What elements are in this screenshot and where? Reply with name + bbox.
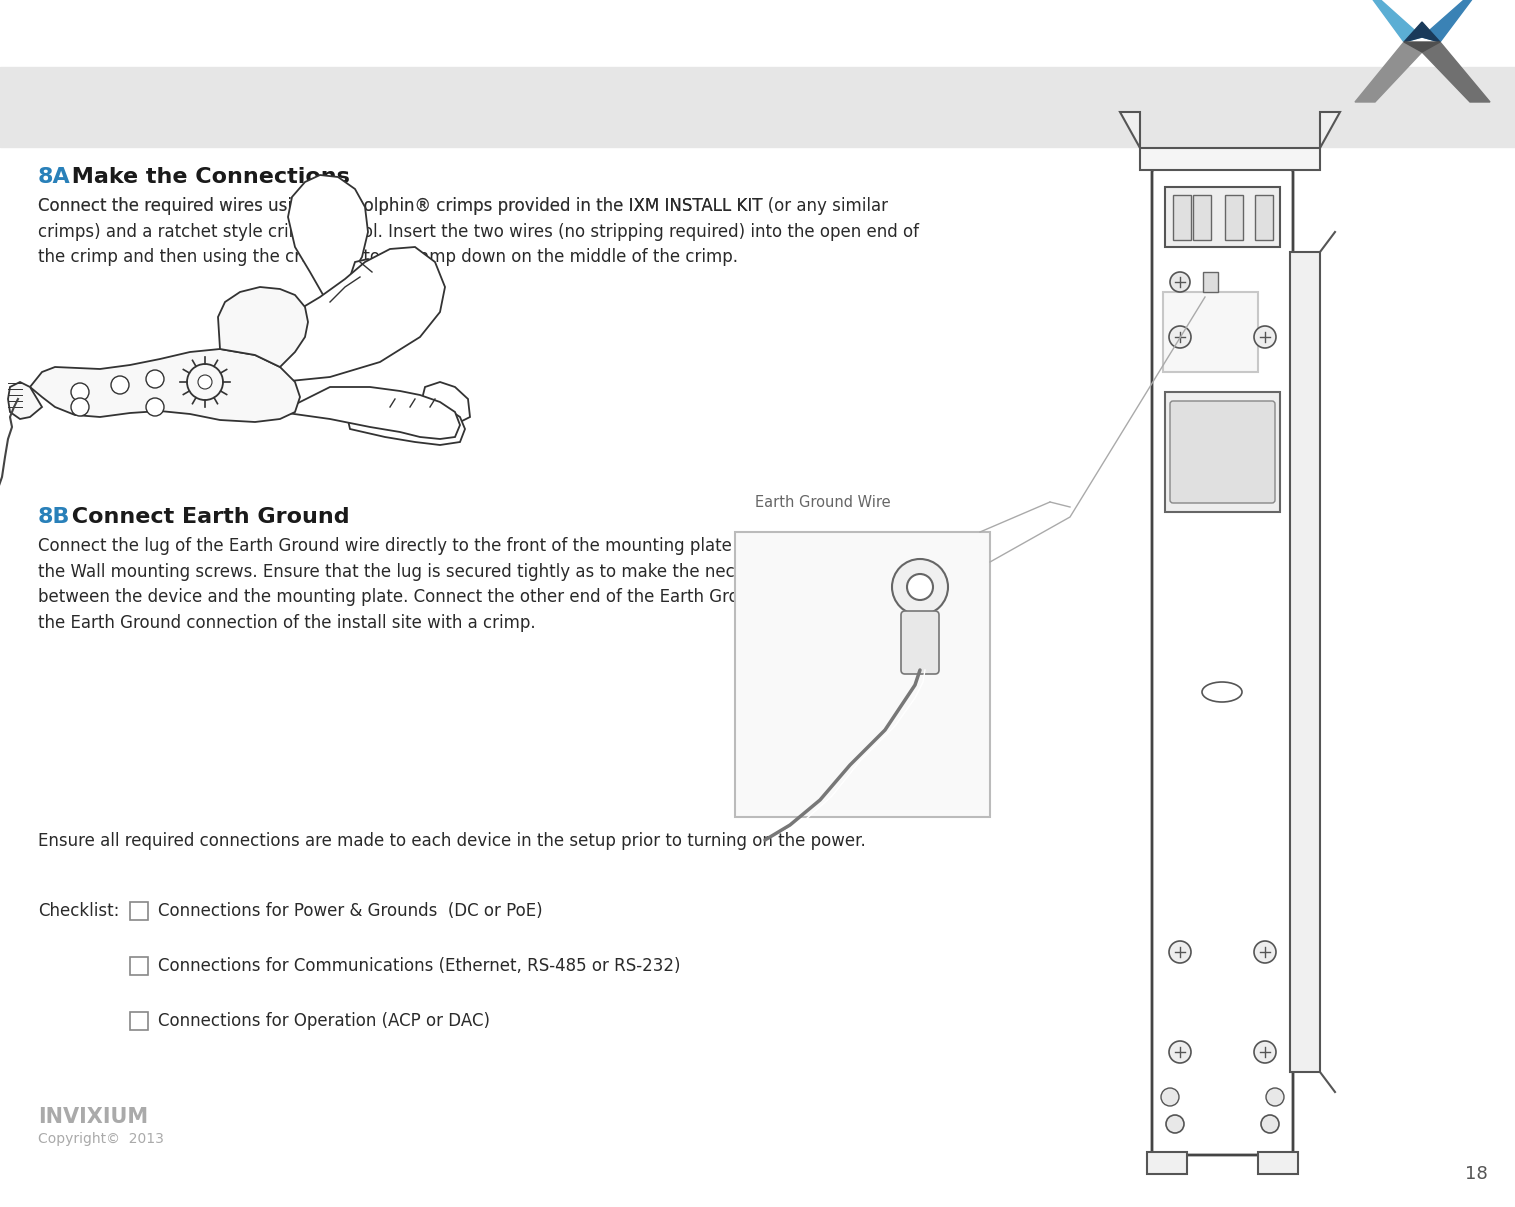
Circle shape bbox=[111, 377, 129, 393]
Polygon shape bbox=[420, 381, 470, 422]
Text: Connections for Communications (Ethernet, RS-485 or RS-232): Connections for Communications (Ethernet… bbox=[158, 957, 680, 975]
Bar bbox=[1165, 392, 1280, 512]
Text: 8A: 8A bbox=[38, 167, 71, 187]
Polygon shape bbox=[350, 260, 400, 302]
Circle shape bbox=[1160, 1088, 1179, 1106]
Text: Connect the required wires using the Dolphin® crimps provided in the IXM INSTALL: Connect the required wires using the Dol… bbox=[38, 197, 762, 215]
Text: Checklist:: Checklist: bbox=[38, 902, 120, 920]
Bar bbox=[1192, 196, 1210, 240]
Circle shape bbox=[71, 383, 89, 401]
Polygon shape bbox=[218, 287, 308, 367]
Circle shape bbox=[892, 559, 948, 616]
Bar bbox=[130, 1011, 148, 1030]
Polygon shape bbox=[1404, 22, 1439, 42]
Text: Connections for Operation (ACP or DAC): Connections for Operation (ACP or DAC) bbox=[158, 1011, 489, 1030]
Bar bbox=[735, 532, 989, 817]
Text: Make the Connections: Make the Connections bbox=[64, 167, 350, 187]
Polygon shape bbox=[1354, 0, 1423, 42]
Text: Ensure all required connections are made to each device in the setup prior to tu: Ensure all required connections are made… bbox=[38, 832, 865, 850]
Ellipse shape bbox=[1201, 682, 1242, 702]
Polygon shape bbox=[1320, 112, 1339, 148]
Bar bbox=[1165, 187, 1280, 247]
Polygon shape bbox=[1354, 42, 1423, 103]
FancyBboxPatch shape bbox=[1151, 169, 1292, 1155]
Text: Earth Ground Wire: Earth Ground Wire bbox=[754, 495, 891, 511]
Circle shape bbox=[1254, 1040, 1276, 1063]
Bar bbox=[1173, 196, 1191, 240]
Bar bbox=[1139, 148, 1320, 170]
Text: INVIXIUM: INVIXIUM bbox=[38, 1107, 148, 1127]
Bar bbox=[130, 902, 148, 920]
Bar bbox=[0, 68, 1515, 147]
Circle shape bbox=[907, 575, 933, 600]
Polygon shape bbox=[280, 387, 461, 439]
Polygon shape bbox=[1423, 0, 1489, 42]
FancyBboxPatch shape bbox=[901, 611, 939, 674]
Bar bbox=[1147, 1151, 1186, 1174]
Text: Connect the required wires using the Dolphin® crimps provided in the IXM INSTALL: Connect the required wires using the Dol… bbox=[38, 197, 920, 267]
Text: 18: 18 bbox=[1465, 1165, 1488, 1183]
Circle shape bbox=[1170, 272, 1189, 292]
Circle shape bbox=[1267, 1088, 1285, 1106]
Polygon shape bbox=[1423, 42, 1489, 103]
Bar bbox=[1164, 292, 1257, 372]
Text: Connections for Power & Grounds  (DC or PoE): Connections for Power & Grounds (DC or P… bbox=[158, 902, 542, 920]
Circle shape bbox=[145, 398, 164, 416]
Circle shape bbox=[1254, 941, 1276, 963]
Polygon shape bbox=[345, 395, 465, 445]
Circle shape bbox=[1170, 326, 1191, 348]
Circle shape bbox=[1254, 326, 1276, 348]
Circle shape bbox=[71, 398, 89, 416]
Text: Connect Earth Ground: Connect Earth Ground bbox=[64, 507, 350, 527]
Bar bbox=[130, 957, 148, 975]
Circle shape bbox=[198, 375, 212, 389]
Circle shape bbox=[1167, 1115, 1185, 1133]
Polygon shape bbox=[280, 247, 445, 381]
Bar bbox=[1254, 196, 1273, 240]
Text: Copyright©  2013: Copyright© 2013 bbox=[38, 1132, 164, 1145]
Text: Connect the lug of the Earth Ground wire directly to the front of the mounting p: Connect the lug of the Earth Ground wire… bbox=[38, 537, 856, 632]
Bar bbox=[1203, 272, 1218, 292]
Polygon shape bbox=[1404, 42, 1439, 52]
Text: Connect the required wires using the Dolphin® crimps provided in the: Connect the required wires using the Dol… bbox=[38, 197, 629, 215]
Polygon shape bbox=[8, 381, 42, 419]
Bar bbox=[1257, 1151, 1298, 1174]
Circle shape bbox=[1170, 1040, 1191, 1063]
Text: 8B: 8B bbox=[38, 507, 71, 527]
Polygon shape bbox=[30, 349, 300, 422]
Polygon shape bbox=[1120, 112, 1139, 148]
Circle shape bbox=[1260, 1115, 1279, 1133]
Circle shape bbox=[145, 371, 164, 387]
FancyBboxPatch shape bbox=[1170, 401, 1276, 503]
Polygon shape bbox=[288, 175, 368, 307]
Circle shape bbox=[186, 365, 223, 400]
Bar bbox=[1226, 196, 1242, 240]
Bar bbox=[1289, 252, 1320, 1072]
Circle shape bbox=[1170, 941, 1191, 963]
Text: Lug: Lug bbox=[765, 575, 792, 589]
